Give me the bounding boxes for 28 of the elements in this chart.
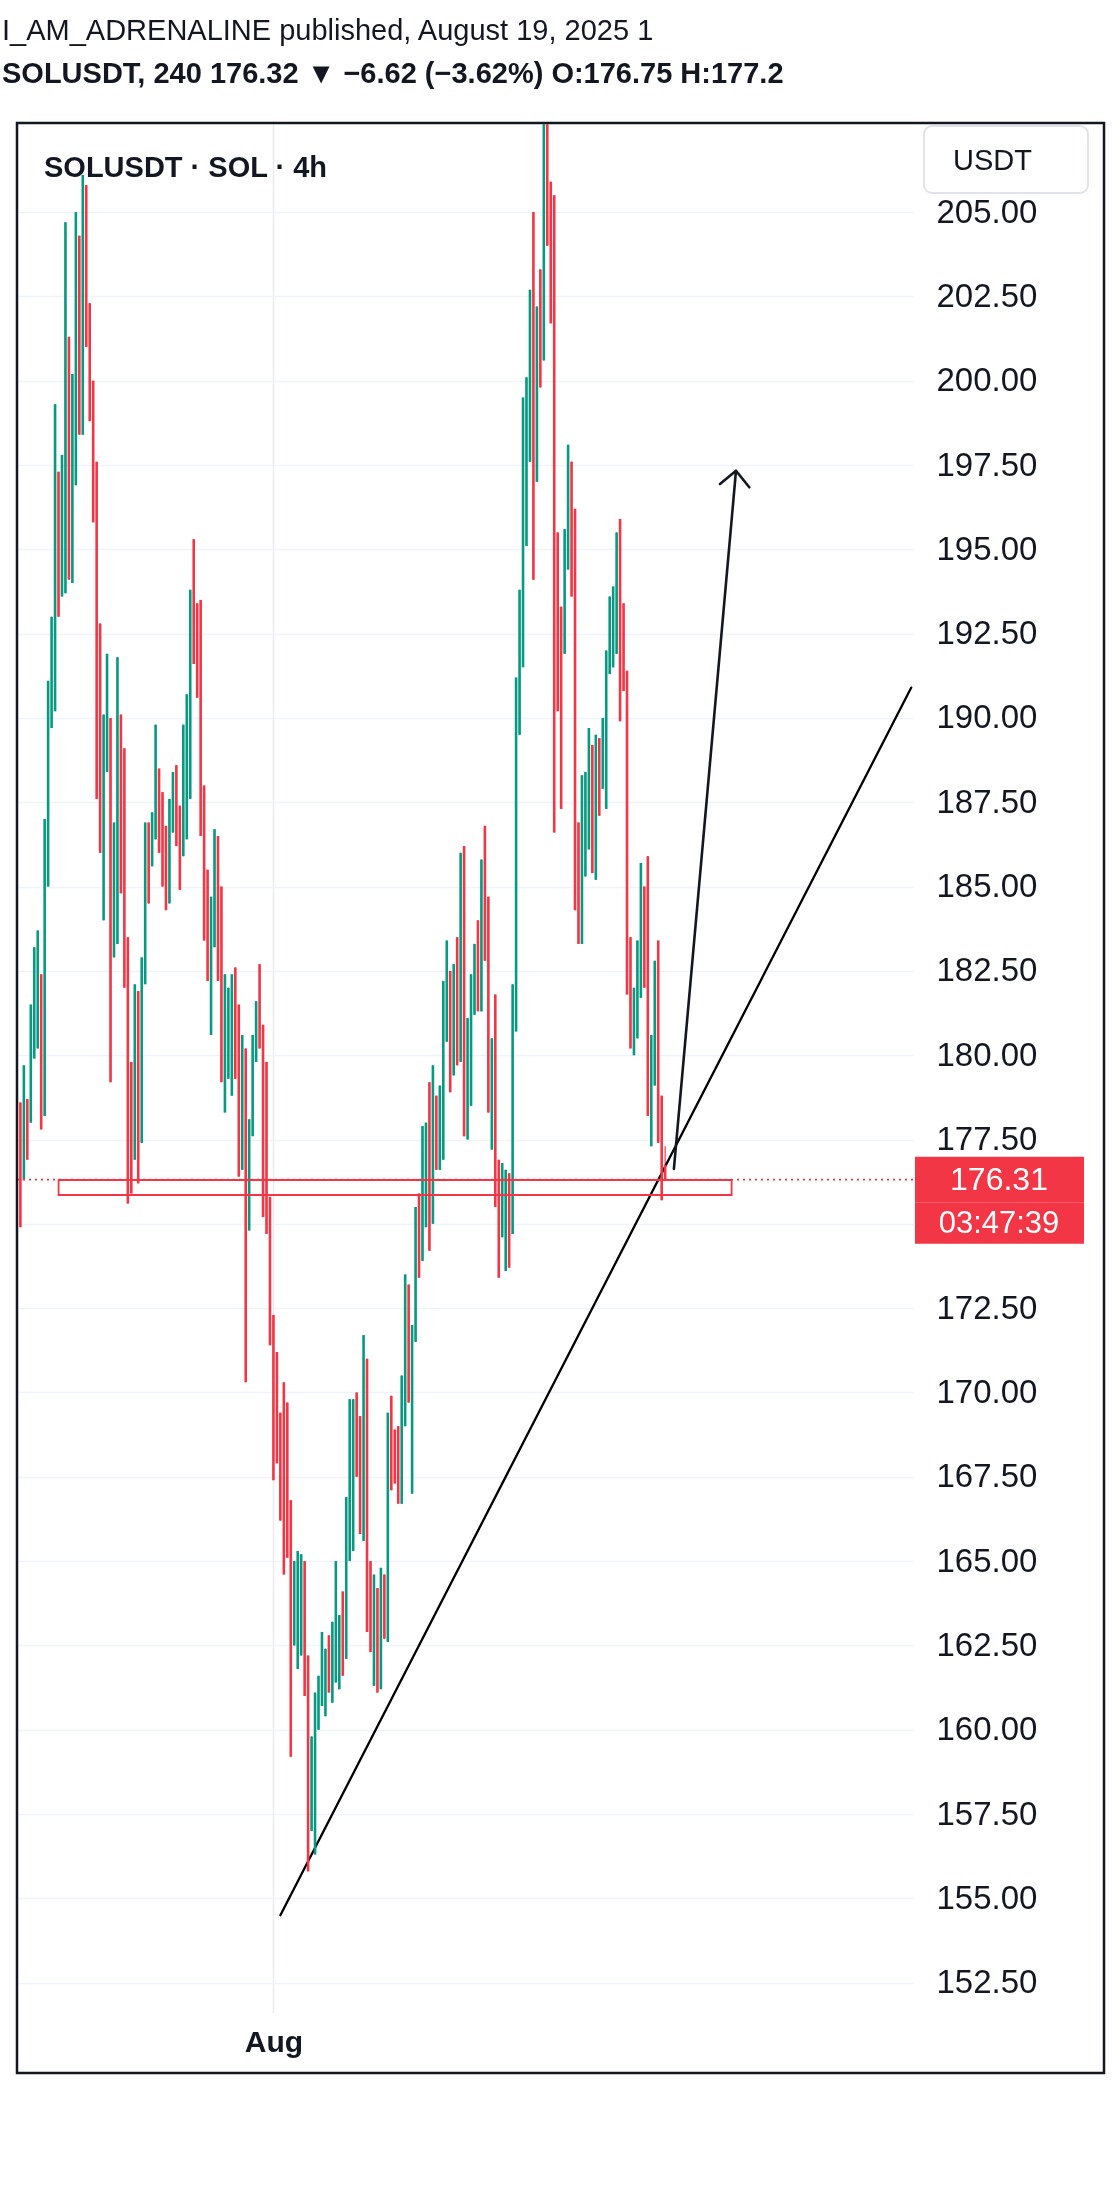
y-tick-label: 177.50 — [936, 1120, 1038, 1158]
y-tick-label: 162.50 — [936, 1625, 1038, 1663]
y-tick-label: 200.00 — [936, 361, 1038, 399]
y-tick-label: 185.00 — [936, 867, 1038, 905]
ref-line-label: 176.31 — [950, 1160, 1048, 1197]
y-tick-label: 202.50 — [936, 276, 1038, 314]
y-tick-label: 165.00 — [936, 1541, 1038, 1579]
y-tick-label: 182.50 — [936, 951, 1038, 989]
y-tick-label: 187.50 — [936, 782, 1038, 820]
y-tick-label: 155.00 — [936, 1878, 1038, 1916]
annotation: SOLUSDT · SOL · 4h — [44, 151, 328, 183]
y-axis-title: USDT — [953, 143, 1033, 176]
y-tick-label: 160.00 — [936, 1710, 1038, 1748]
chart-title: I_AM_ADRENALINE published, August 19, 2025 1 — [2, 14, 654, 46]
y-tick-label: 172.50 — [936, 1288, 1038, 1326]
y-tick-label: 205.00 — [936, 192, 1038, 230]
y-tick-label: 170.00 — [936, 1372, 1038, 1410]
y-tick-label: 190.00 — [936, 698, 1038, 736]
y-tick-label: 195.00 — [936, 529, 1038, 567]
y-tick-label: 152.50 — [936, 1963, 1038, 2001]
y-tick-label: 167.50 — [936, 1457, 1038, 1495]
chart-subtitle: SOLUSDT, 240 176.32 ▼ −6.62 (−3.62%) O:176.75 H:177.2 — [2, 57, 784, 89]
y-tick-label: 192.50 — [936, 614, 1038, 652]
y-tick-label: 197.50 — [936, 445, 1038, 483]
text: 03:47:39 — [938, 1204, 1060, 1240]
y-tick-label: 180.00 — [936, 1035, 1038, 1073]
y-tick-label: 157.50 — [936, 1794, 1038, 1832]
x-tick-label: Aug — [244, 2024, 304, 2058]
